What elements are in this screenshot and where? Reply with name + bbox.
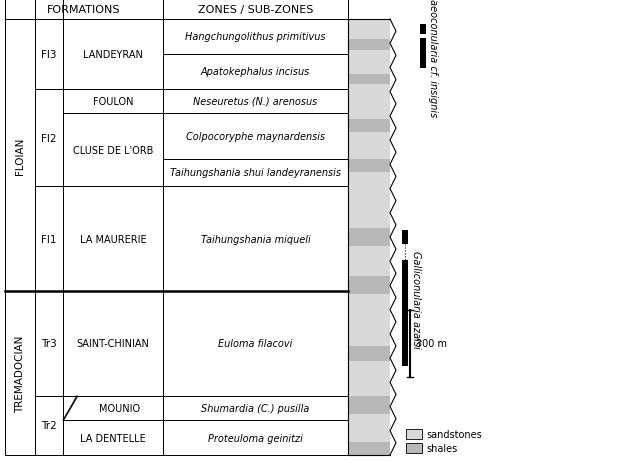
Text: TREMADOCIAN: TREMADOCIAN	[15, 335, 25, 412]
Bar	[163, 396, 348, 420]
Bar	[402, 260, 408, 367]
Text: shales: shales	[426, 443, 457, 453]
Text: FORMATIONS: FORMATIONS	[47, 5, 121, 15]
Bar	[348, 50, 390, 75]
Text: Tr3: Tr3	[41, 338, 57, 349]
Bar	[348, 75, 390, 85]
Bar	[348, 172, 390, 229]
Bar	[348, 133, 390, 159]
Bar	[348, 396, 390, 413]
Text: Proteuloma geinitzi: Proteuloma geinitzi	[208, 432, 303, 443]
Bar	[406, 429, 422, 439]
Bar	[420, 39, 426, 69]
Text: Fl1: Fl1	[41, 234, 57, 244]
Bar	[348, 20, 390, 39]
Text: Apatokephalus incisus: Apatokephalus incisus	[201, 67, 310, 77]
Bar	[420, 25, 426, 35]
Text: Neseuretus (N.) arenosus: Neseuretus (N.) arenosus	[193, 97, 317, 107]
Bar	[348, 442, 390, 455]
Bar	[35, 396, 63, 455]
Bar	[348, 120, 390, 133]
Text: Fl2: Fl2	[41, 133, 57, 143]
Text: Taihungshania miqueli: Taihungshania miqueli	[200, 234, 310, 244]
Bar	[35, 20, 63, 89]
Text: LA DENTELLE: LA DENTELLE	[80, 432, 146, 443]
Bar	[348, 294, 390, 346]
Bar	[163, 89, 348, 114]
Bar	[63, 89, 163, 114]
Text: LA MAURERIE: LA MAURERIE	[80, 234, 147, 244]
Bar	[348, 39, 390, 50]
Bar	[63, 187, 163, 291]
Text: MOUNIO: MOUNIO	[99, 403, 141, 413]
Bar	[35, 187, 63, 291]
Text: Shumardia (C.) pusilla: Shumardia (C.) pusilla	[202, 403, 310, 413]
Bar	[5, 0, 35, 20]
Bar	[348, 229, 390, 246]
Bar	[63, 420, 163, 455]
Bar	[163, 20, 348, 55]
Bar	[35, 89, 63, 187]
Bar	[348, 362, 390, 396]
Bar	[5, 291, 35, 455]
Bar	[163, 420, 348, 455]
Text: Colpocoryphe maynardensis: Colpocoryphe maynardensis	[186, 131, 325, 142]
Text: Fl3: Fl3	[41, 50, 57, 60]
Bar	[348, 413, 390, 442]
Text: sandstones: sandstones	[426, 429, 482, 439]
Bar	[163, 159, 348, 187]
Bar	[348, 246, 390, 277]
Text: Taihungshania shui landeyranensis: Taihungshania shui landeyranensis	[170, 168, 341, 178]
Text: SAINT-CHINIAN: SAINT-CHINIAN	[77, 338, 149, 349]
Bar	[5, 20, 35, 291]
Bar	[163, 291, 348, 396]
Text: Hangchungolithus primitivus: Hangchungolithus primitivus	[185, 32, 326, 42]
Bar	[63, 291, 163, 396]
Bar	[163, 55, 348, 89]
Bar	[163, 114, 348, 159]
Bar	[63, 114, 163, 187]
Bar	[406, 443, 422, 453]
Text: LANDEYRAN: LANDEYRAN	[83, 50, 143, 60]
Bar	[348, 277, 390, 294]
Bar	[163, 0, 348, 20]
Text: CLUSE DE L'ORB: CLUSE DE L'ORB	[73, 145, 153, 156]
Text: FOULON: FOULON	[93, 97, 133, 107]
Bar	[163, 187, 348, 291]
Text: Archaeoconularia cf. insignis: Archaeoconularia cf. insignis	[429, 0, 439, 117]
Bar	[348, 346, 390, 362]
Text: Tr2: Tr2	[41, 420, 57, 431]
Text: FLOIAN: FLOIAN	[15, 137, 25, 175]
Bar	[35, 291, 63, 396]
Bar	[348, 85, 390, 120]
Text: 300 m: 300 m	[416, 338, 447, 349]
Bar	[35, 0, 63, 20]
Bar	[63, 20, 163, 89]
Text: Galliconularia azaisi: Galliconularia azaisi	[411, 250, 421, 348]
Bar	[402, 231, 408, 244]
Bar	[348, 159, 390, 172]
Bar	[63, 0, 163, 20]
Polygon shape	[63, 396, 163, 420]
Text: ZONES / SUB-ZONES: ZONES / SUB-ZONES	[198, 5, 313, 15]
Text: Euloma filacovi: Euloma filacovi	[218, 338, 292, 349]
